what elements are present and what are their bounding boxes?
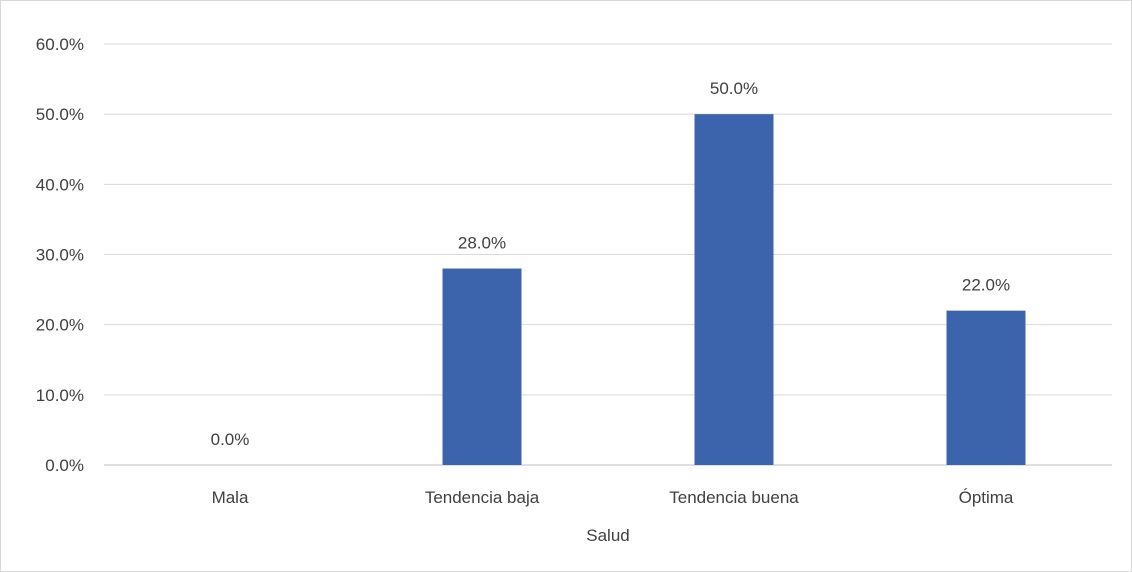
- y-tick-label: 40.0%: [36, 175, 84, 194]
- x-tick-label: Mala: [212, 488, 249, 507]
- x-tick-label: Óptima: [959, 488, 1014, 507]
- y-tick-label: 30.0%: [36, 246, 84, 265]
- x-tick-label: Tendencia buena: [669, 488, 799, 507]
- data-label: 22.0%: [962, 276, 1010, 295]
- bar: [694, 114, 774, 466]
- y-tick-label: 0.0%: [45, 456, 84, 475]
- y-tick-label: 60.0%: [36, 35, 84, 54]
- y-tick-label: 20.0%: [36, 316, 84, 335]
- data-label: 0.0%: [211, 430, 250, 449]
- bar: [946, 310, 1026, 465]
- data-label: 50.0%: [710, 79, 758, 98]
- x-tick-label: Tendencia baja: [425, 488, 540, 507]
- x-axis-title: Salud: [586, 526, 629, 545]
- bar: [442, 268, 522, 465]
- y-axis-ticks: 0.0% 10.0% 20.0% 30.0% 40.0% 50.0% 60.0%: [36, 35, 84, 475]
- data-label: 28.0%: [458, 234, 506, 253]
- y-tick-label: 10.0%: [36, 386, 84, 405]
- bars: [442, 114, 1026, 466]
- gridlines: [104, 43, 1112, 466]
- data-labels: 0.0% 28.0% 50.0% 22.0%: [211, 79, 1010, 449]
- x-axis-categories: Mala Tendencia baja Tendencia buena Óptima: [212, 488, 1014, 507]
- y-tick-label: 50.0%: [36, 105, 84, 124]
